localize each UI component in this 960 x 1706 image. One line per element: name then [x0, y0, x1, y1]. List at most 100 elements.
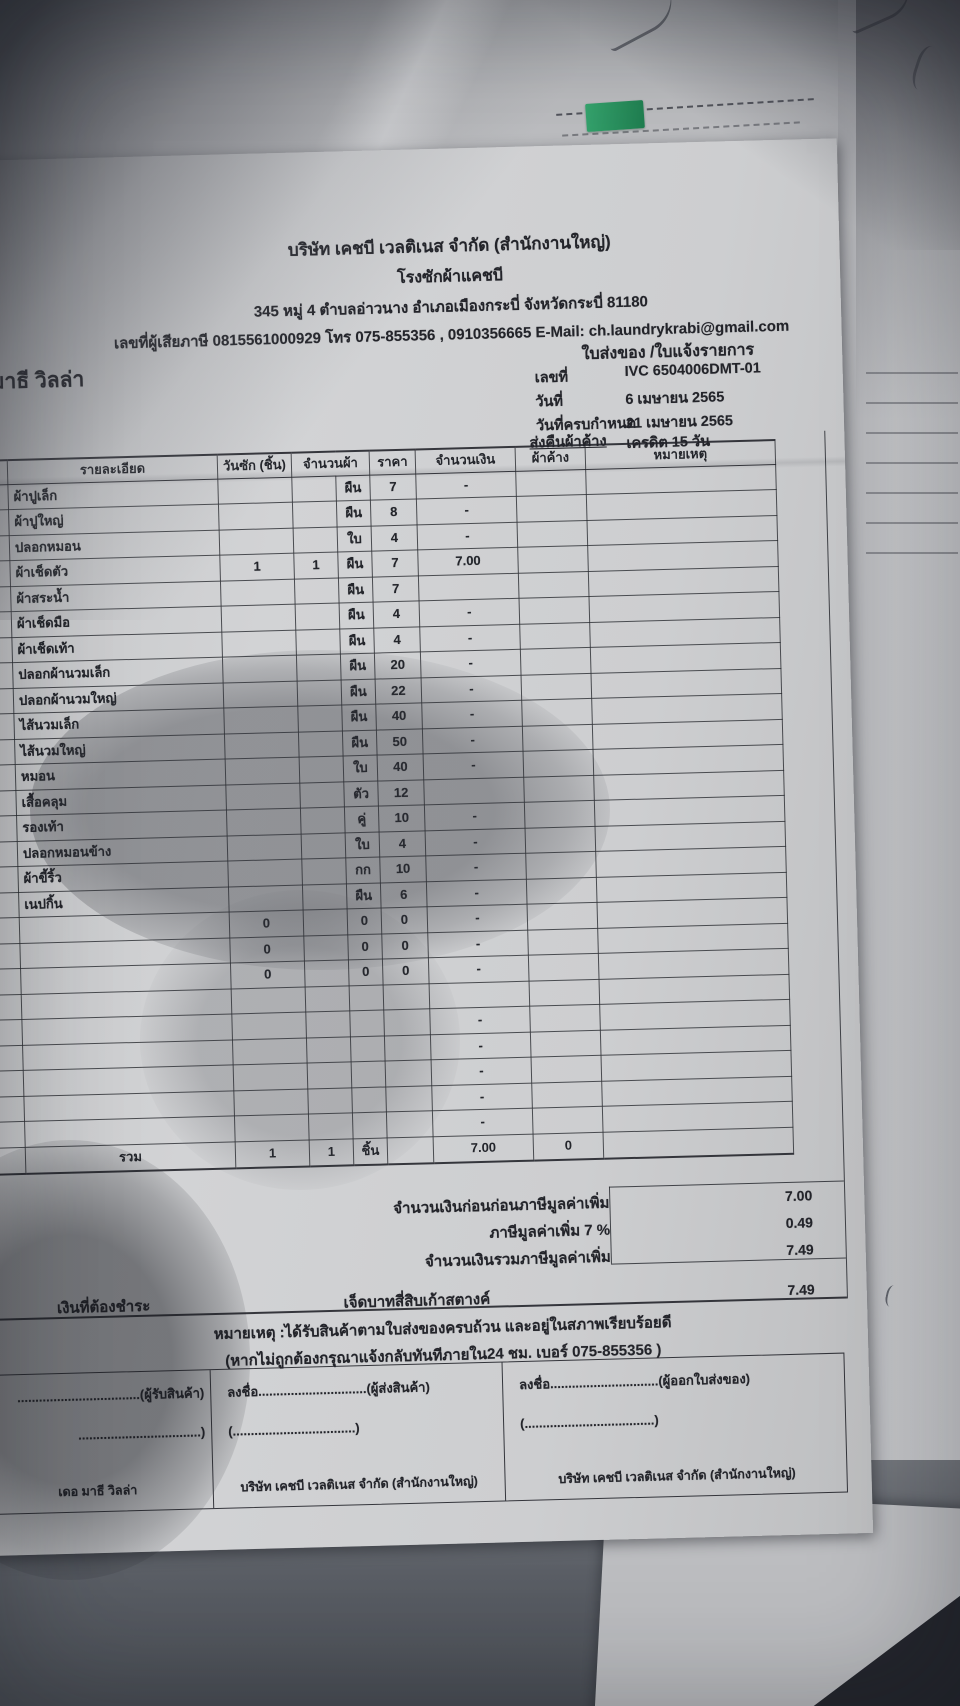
invoice-number-label: เลขที่ [534, 369, 569, 387]
cell-qty [303, 908, 348, 936]
cell-wash: 0 [229, 910, 304, 938]
cell-unit [349, 984, 384, 1011]
cell-amount: 7.00 [417, 547, 519, 576]
cell-wash [219, 527, 294, 556]
cell-price: 4 [371, 524, 418, 552]
cell-amount [418, 572, 520, 601]
cell-balance [524, 800, 596, 828]
cell-wash [224, 731, 300, 760]
grand-total-value: 7.49 [786, 1241, 814, 1259]
cell-price: 0 [382, 957, 430, 985]
header-price: ราคา [369, 449, 416, 475]
header-wash-day: วันซัก (ชิ้น) [217, 452, 292, 479]
cell-unit: ใบ [343, 755, 378, 782]
total-amount: 7.00 [433, 1133, 534, 1164]
cell-amount: - [419, 598, 520, 627]
customer-name: มาธี วิลล่า [0, 368, 85, 394]
vat-value: 0.49 [785, 1214, 814, 1232]
cell-price [385, 1059, 432, 1087]
cell-price: 50 [376, 728, 424, 756]
cell-balance [530, 1029, 602, 1058]
cell-unit [352, 1111, 388, 1139]
cell-balance [515, 469, 587, 497]
cell-qty [305, 1010, 351, 1038]
cell-price: 4 [373, 600, 420, 628]
cell-unit [350, 1035, 386, 1062]
cell-wash [221, 604, 296, 632]
cell-price: 12 [377, 779, 425, 807]
cell-balance [527, 902, 598, 930]
cell-price: 0 [381, 906, 428, 934]
payable-label: เงินที่ต้องชำระ [56, 1297, 151, 1318]
cell-price: 7 [369, 473, 417, 501]
cell-unit [351, 1060, 386, 1088]
cell-balance [522, 723, 594, 752]
cell-wash: 1 [219, 553, 295, 581]
cell-amount: - [426, 878, 528, 907]
cell-qty [299, 781, 345, 809]
cell-amount: - [427, 904, 528, 933]
payable-value: 7.49 [787, 1281, 815, 1299]
cell-balance [521, 698, 593, 726]
cell-unit: กก [345, 857, 381, 884]
cell-balance [525, 825, 596, 854]
cell-balance [518, 570, 590, 599]
cell-qty: 1 [293, 552, 339, 579]
signature-role: ลงชื่อ..............................(ผู้… [518, 1371, 751, 1393]
green-highlight-tab [585, 100, 645, 132]
cell-unit: ใบ [337, 525, 372, 553]
cell-unit: ผืน [339, 602, 374, 629]
cell-unit: ผืน [335, 474, 371, 502]
cell-qty [296, 653, 342, 681]
cell-price: 40 [375, 702, 423, 730]
cell-wash [223, 706, 299, 734]
cell-balance [531, 1055, 602, 1083]
cell-price: 4 [373, 626, 421, 654]
invoice-date-label: วันที่ [535, 393, 564, 411]
cell-qty [306, 1036, 352, 1064]
cell-price: 10 [378, 804, 426, 832]
total-label: รวม [25, 1141, 236, 1174]
cell-balance [529, 1004, 601, 1032]
cell-balance [519, 596, 590, 624]
cell-unit: คู่ [344, 806, 380, 833]
signature-party-name: เดอ มาธี วิลล่า [58, 1483, 138, 1500]
cell-wash [218, 502, 294, 530]
signature-name-line: ..................................) [77, 1424, 206, 1443]
cell-qty [292, 501, 338, 528]
cell-qty [295, 628, 341, 656]
signature-issuer: ลงชื่อ..............................(ผู้… [501, 1353, 850, 1501]
cell-price: 40 [377, 753, 424, 781]
cell-price [384, 1034, 432, 1061]
cell-qty [307, 1061, 352, 1089]
cell-balance [525, 851, 597, 879]
cell-amount: - [431, 1082, 533, 1111]
invoice-date: 6 เมษายน 2565 [625, 389, 725, 408]
cell-amount: - [417, 521, 518, 550]
cell-unit [351, 1086, 387, 1113]
right-margin-line [824, 430, 848, 1299]
total-qty: 1 [309, 1138, 354, 1167]
cell-balance [520, 647, 592, 675]
cell-wash [233, 1063, 308, 1091]
cell-price: 0 [381, 932, 429, 959]
cell-balance [531, 1080, 603, 1109]
cell-wash [225, 757, 300, 785]
invoice-paper: บริษัท เคชบี เวลติเนส จำกัด (สำนักงานใหญ… [0, 138, 903, 1557]
cell-amount: - [420, 649, 522, 678]
cell-balance [519, 621, 591, 650]
background-ruled-lines [866, 344, 958, 576]
cell-wash [223, 680, 298, 709]
subtotal-value: 7.00 [784, 1187, 813, 1205]
cell-amount: - [429, 1006, 531, 1035]
cell-balance [517, 519, 588, 548]
cell-unit: 0 [347, 933, 383, 960]
cell-balance [528, 953, 600, 981]
total-wash: 1 [235, 1139, 310, 1169]
cell-amount: - [424, 802, 526, 831]
cell-price: 6 [380, 881, 428, 909]
cell-wash [231, 986, 306, 1014]
cell-wash [232, 1037, 308, 1065]
cell-unit: ผืน [341, 678, 376, 705]
cell-unit: ใบ [345, 831, 380, 858]
